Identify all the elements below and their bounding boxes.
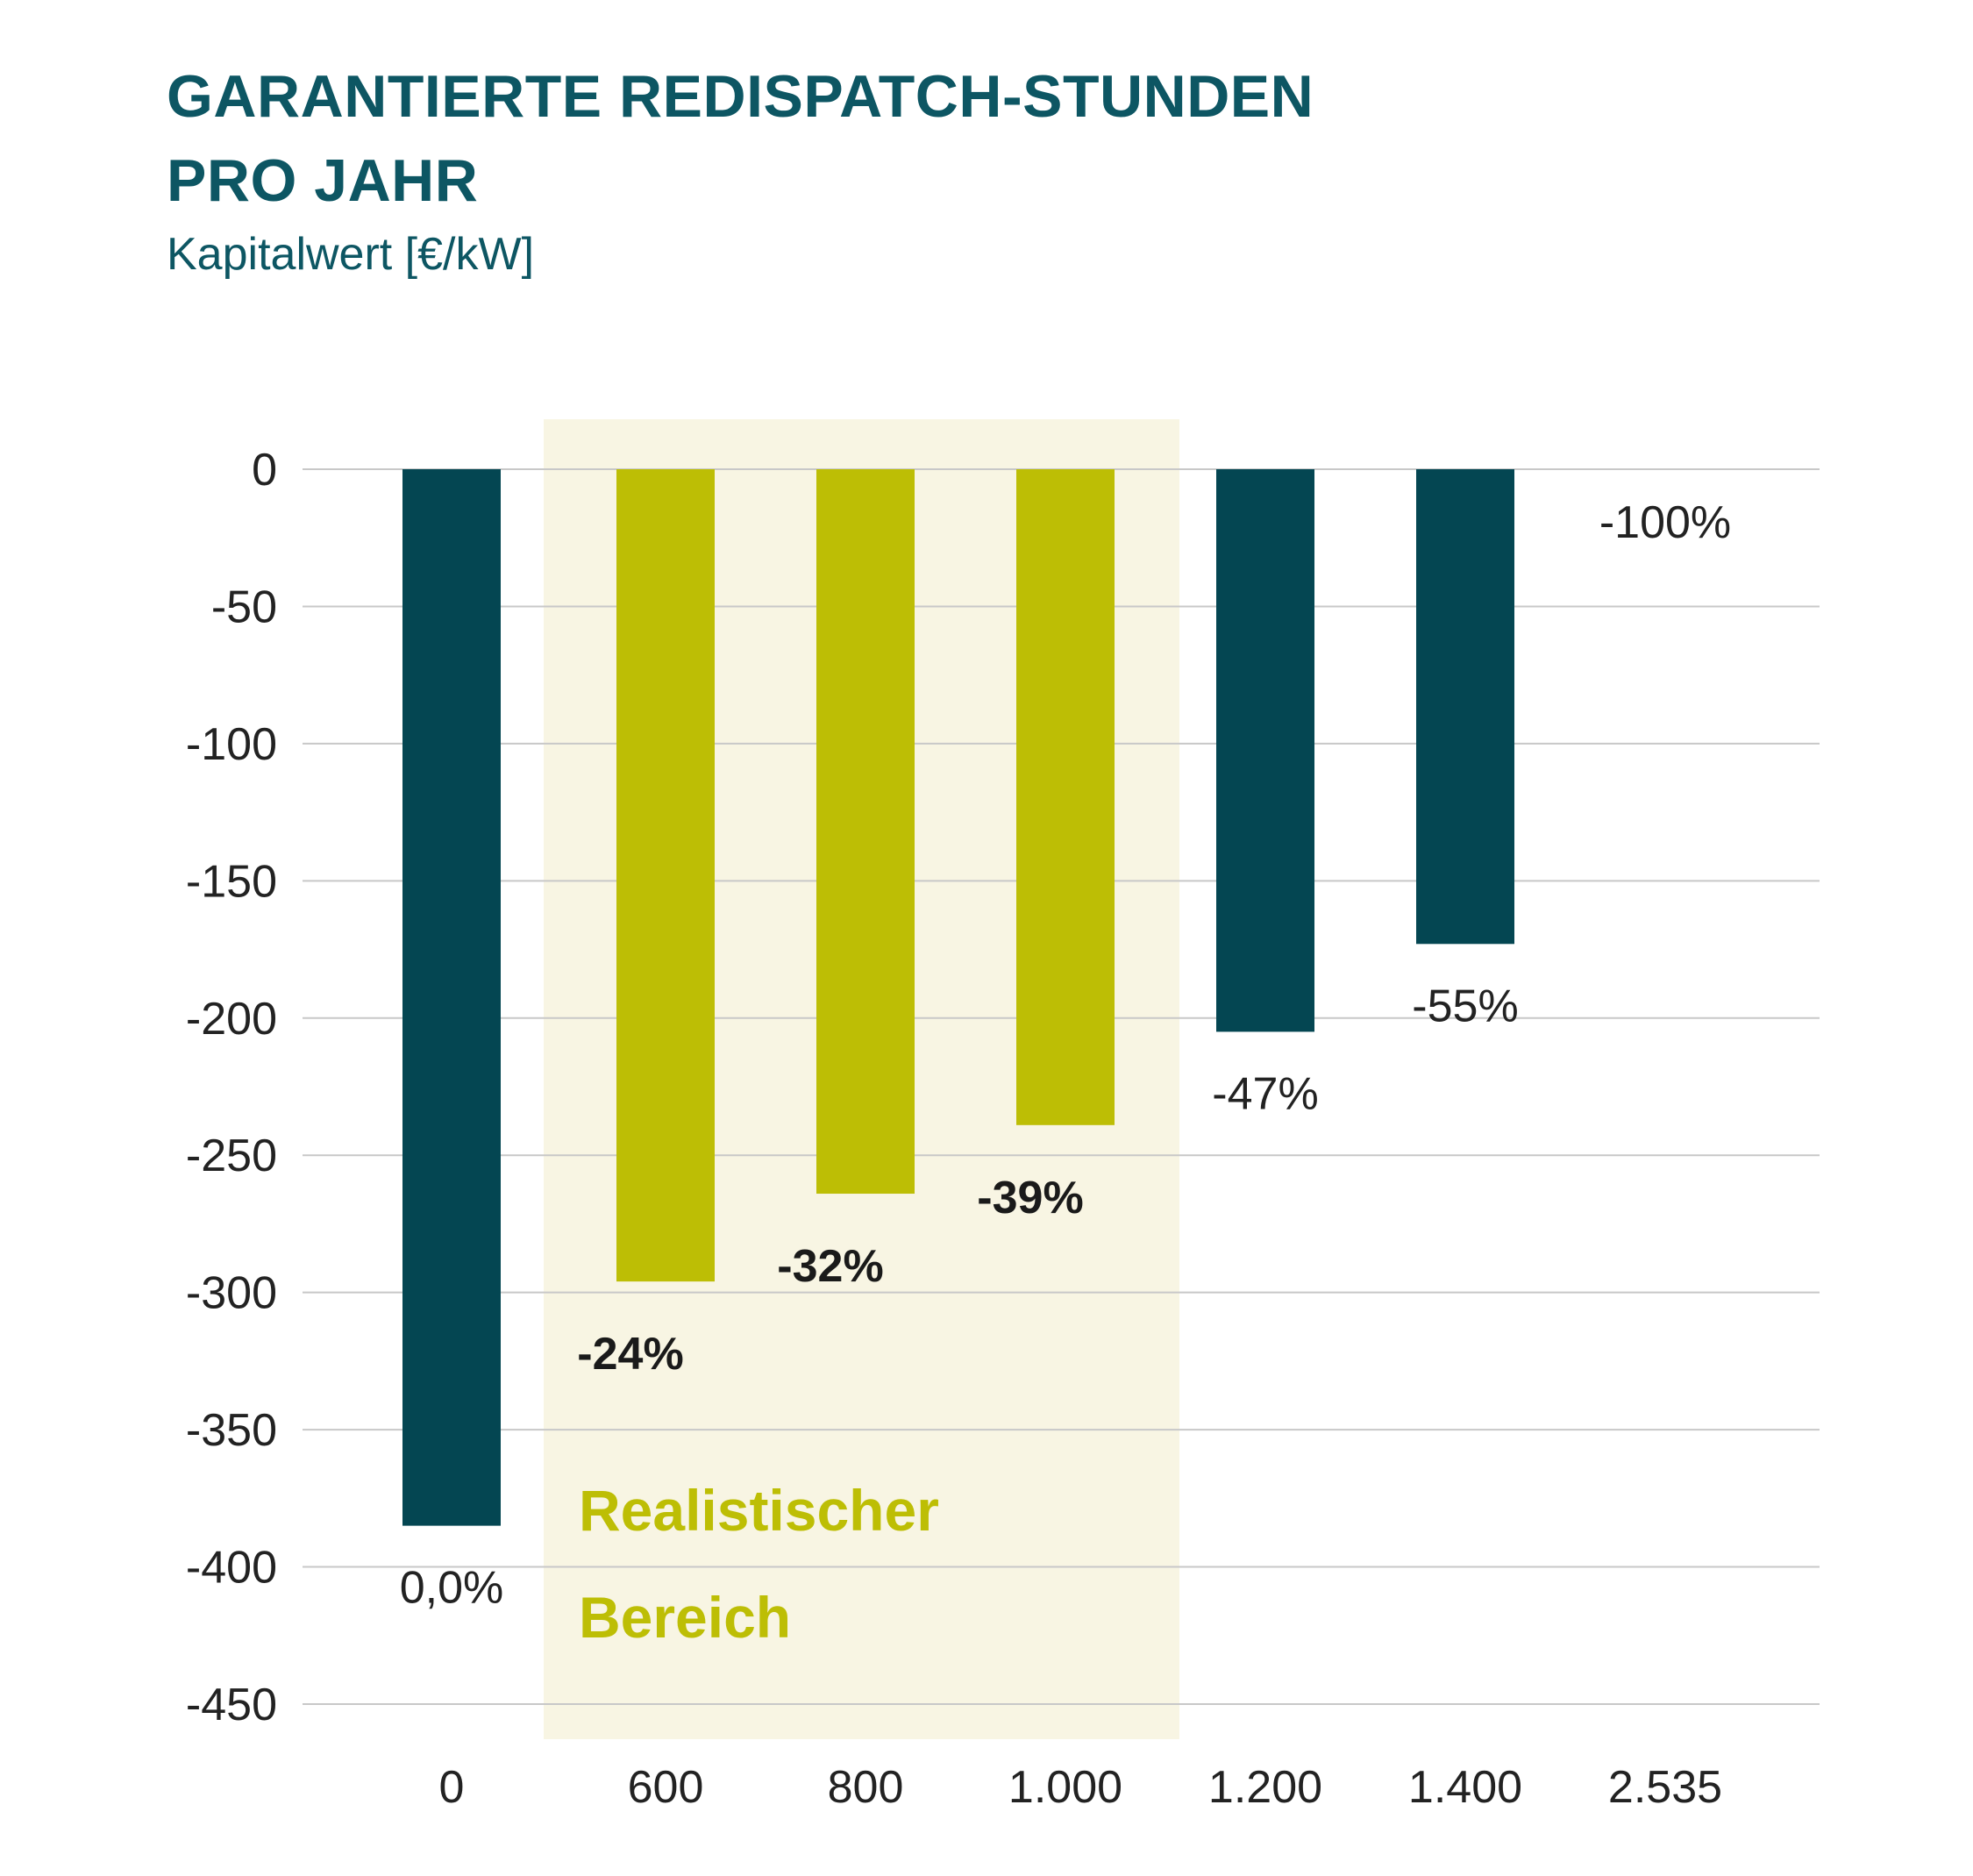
bar	[616, 469, 715, 1282]
y-tick-label: -250	[186, 1131, 277, 1181]
y-axis-ticks: 0 -50 -100 -150 -200 -250 -300 -350 -400 -450	[186, 445, 277, 1730]
data-label: -32%	[777, 1241, 883, 1292]
bar	[816, 469, 915, 1195]
y-tick-label: -100	[186, 719, 277, 770]
x-tick-label: 800	[828, 1762, 904, 1813]
y-tick-label: -400	[186, 1543, 277, 1594]
highlight-label-line: Realistischer	[579, 1478, 939, 1543]
x-tick-label: 2.535	[1608, 1762, 1722, 1813]
bar	[1416, 469, 1514, 945]
bar	[1216, 469, 1314, 1032]
chart-subtitle: Kapitalwert [€/kW]	[167, 229, 535, 280]
y-tick-label: -350	[186, 1405, 277, 1456]
bars	[402, 469, 1514, 1526]
y-tick-label: -200	[186, 994, 277, 1045]
y-tick-label: -50	[211, 581, 277, 632]
chart-title: GARANTIERTE REDISPATCH-STUNDEN PRO JAHR	[167, 63, 1314, 214]
data-label: -47%	[1212, 1068, 1318, 1119]
bar	[402, 469, 501, 1526]
y-tick-label: 0	[252, 445, 277, 496]
data-label: -39%	[977, 1173, 1083, 1223]
data-labels: 0,0% -24% -32% -39% -47% -55% -100%	[400, 497, 1731, 1614]
data-label: -24%	[577, 1329, 683, 1380]
data-label: 0,0%	[400, 1563, 504, 1614]
x-tick-label: 0	[439, 1762, 465, 1813]
bar	[1016, 469, 1115, 1125]
x-axis-ticks: 0 600 800 1.000 1.200 1.400 2.535	[439, 1762, 1723, 1813]
y-tick-label: -450	[186, 1680, 277, 1730]
data-label: -100%	[1599, 497, 1731, 548]
x-tick-label: 1.200	[1208, 1762, 1322, 1813]
y-tick-label: -150	[186, 856, 277, 907]
x-tick-label: 1.000	[1008, 1762, 1122, 1813]
x-tick-label: 600	[628, 1762, 704, 1813]
y-tick-label: -300	[186, 1268, 277, 1319]
x-tick-label: 1.400	[1408, 1762, 1522, 1813]
highlight-label-line: Bereich	[579, 1585, 791, 1650]
data-label: -55%	[1412, 981, 1518, 1031]
